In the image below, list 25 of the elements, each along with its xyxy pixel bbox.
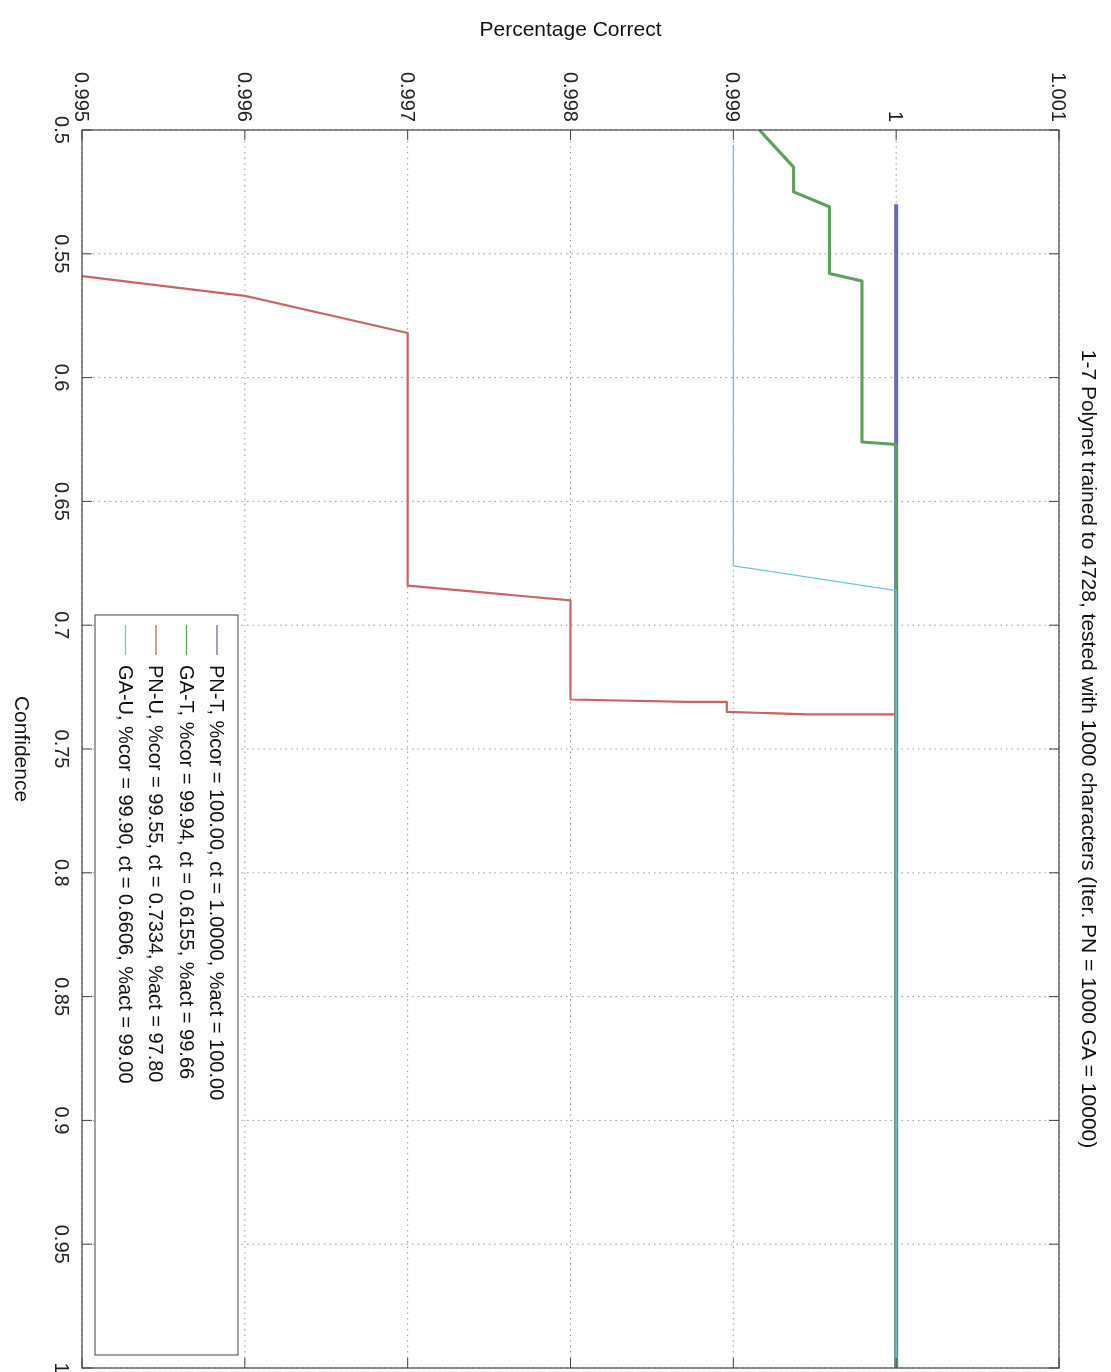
x-axis-title: Percentage Correct [479,17,662,40]
y-tick-label: 1 [51,1362,73,1372]
y-tick-label: 0.7 [51,611,73,640]
y-tick-label: 0.5 [51,116,73,144]
x-tick-label: 0.997 [396,71,419,122]
y-tick-label: 0.8 [51,858,73,887]
y-tick-label: 0.6 [51,363,73,392]
legend-label: GA-U, %cor = 99.90, ct = 0.6606, %act = 99.00 [114,665,137,1084]
y-tick-label: 0.9 [51,1106,73,1135]
x-tick-label: 0.995 [71,71,93,122]
y-tick-label: 0.95 [51,1224,73,1264]
x-tick-label: 0.996 [233,71,256,122]
x-tick-label: 1 [885,110,908,122]
x-tick-label: 0.998 [559,71,582,122]
text: 1-7 Polynet trained to 4728, tested with 1000 characters (Iter. PN = 1000 GA = 10000) [1077,349,1101,1149]
x-tick-label: 1.001 [1048,71,1070,122]
y-tick-label: 0.65 [51,481,73,521]
y-tick-label: 0.75 [51,729,73,769]
y-tick-label: 0.85 [51,977,73,1017]
y-tick-label: 0.55 [51,234,73,274]
x-tick-label: 0.999 [722,71,745,122]
y-axis-title: Confidence [10,695,34,803]
legend-label: PN-U, %cor = 99.55, ct = 0.7334, %act = 97.80 [145,665,167,1083]
legend-label: PN-T, %cor = 100.00, ct = 1.0000, %act = 100.00 [206,665,228,1101]
legend-label: GA-T, %cor = 99.94, ct = 0.6155, %act = 99.66 [175,665,198,1080]
